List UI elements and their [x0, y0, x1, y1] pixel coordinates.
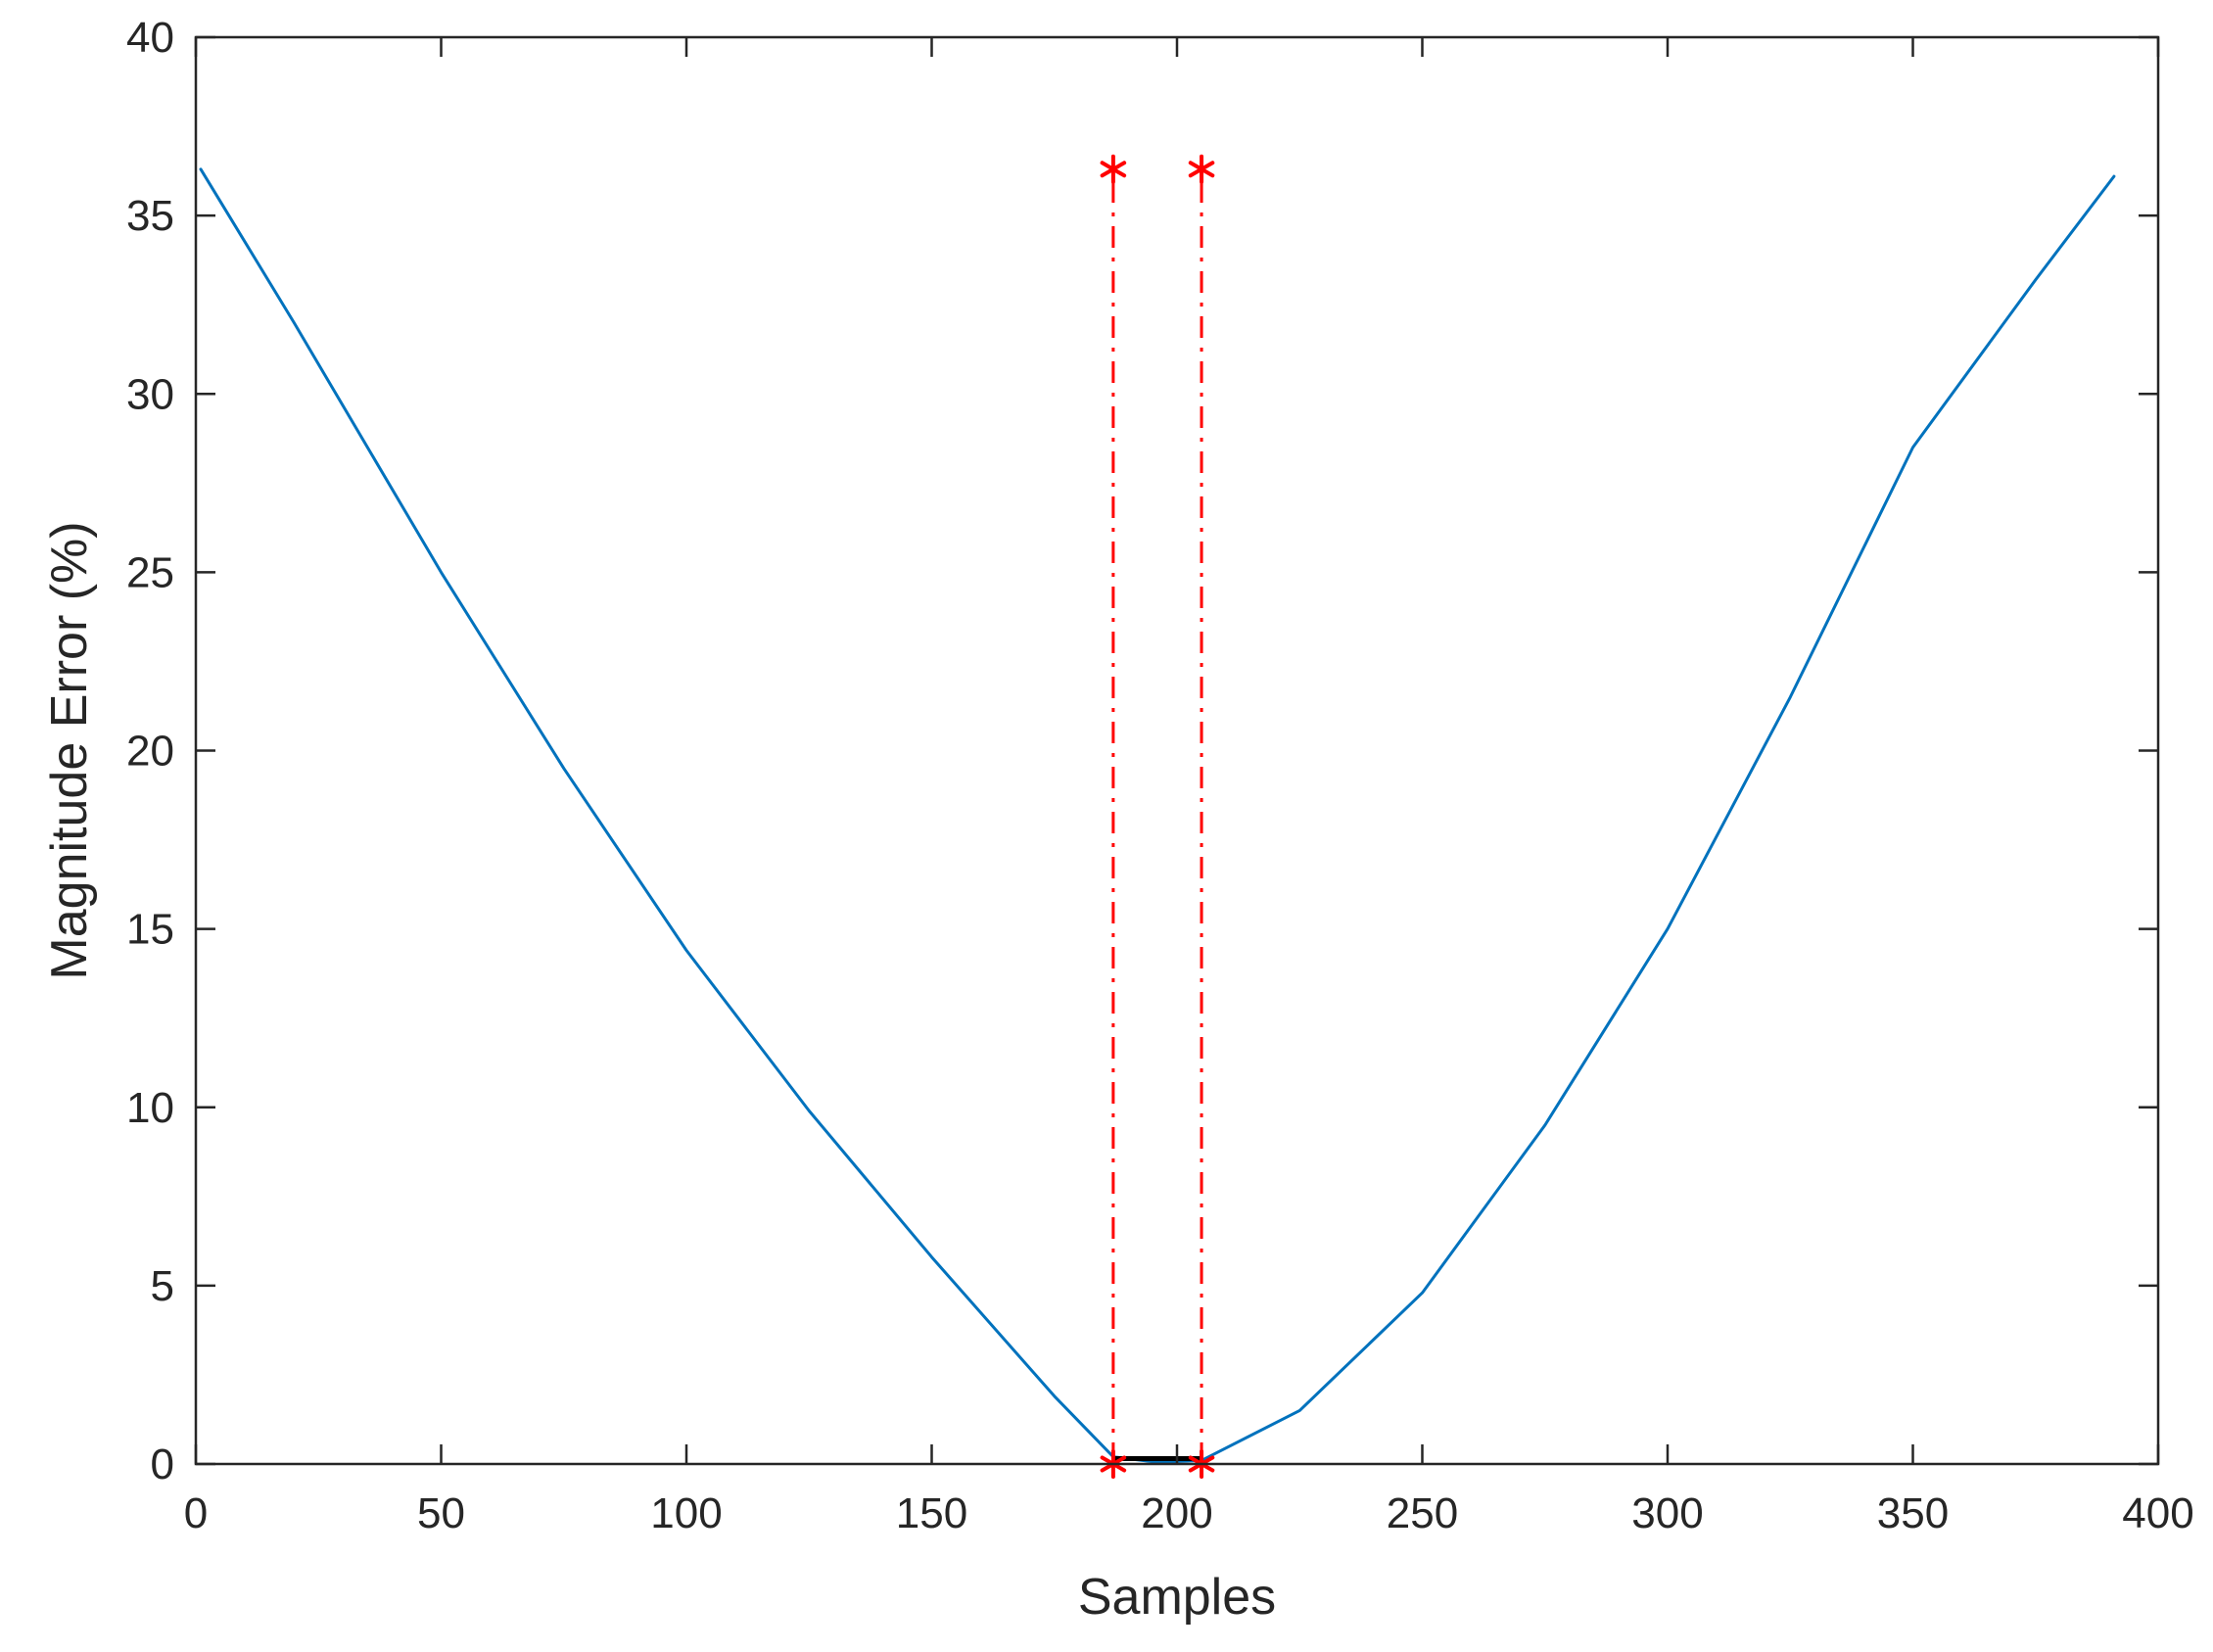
y-axis-label: Magnitude Error (%): [41, 521, 98, 979]
tick-labels-layer: 0 50 100 150 200 250 300 350 400 0 5 10 15 20 25 30 35 40: [126, 14, 2194, 1537]
x-tick-label-0: 0: [184, 1489, 208, 1537]
x-tick-label-6: 300: [1631, 1489, 1703, 1537]
x-tick-label-7: 350: [1877, 1489, 1949, 1537]
x-tick-label-5: 250: [1387, 1489, 1458, 1537]
x-tick-label-8: 400: [2122, 1489, 2193, 1537]
plot-area: [196, 37, 2158, 1464]
marker-0: [1100, 154, 1127, 184]
y-tick-label-6: 30: [126, 370, 174, 418]
y-tick-label-8: 40: [126, 14, 174, 62]
markers-layer: [1100, 154, 1215, 1479]
series-line-0: [199, 167, 2116, 1464]
marker-2: [1188, 154, 1215, 184]
y-tick-label-5: 25: [126, 548, 174, 596]
x-tick-label-1: 50: [417, 1489, 465, 1537]
x-tick-label-4: 200: [1141, 1489, 1212, 1537]
y-tick-label-3: 15: [126, 906, 174, 954]
y-tick-label-7: 35: [126, 192, 174, 240]
x-tick-label-2: 100: [650, 1489, 722, 1537]
plot-background: [196, 37, 2158, 1464]
series-layer: [199, 167, 2116, 1464]
y-tick-label-0: 0: [151, 1440, 174, 1488]
x-axis-label: Samples: [1078, 1569, 1276, 1626]
axes-layer: [194, 35, 2160, 1466]
x-tick-label-3: 150: [896, 1489, 967, 1537]
vertical-lines-layer: [1111, 168, 1203, 1464]
y-tick-label-2: 10: [126, 1084, 174, 1132]
y-tick-label-4: 20: [126, 728, 174, 776]
y-tick-label-1: 5: [151, 1262, 174, 1310]
